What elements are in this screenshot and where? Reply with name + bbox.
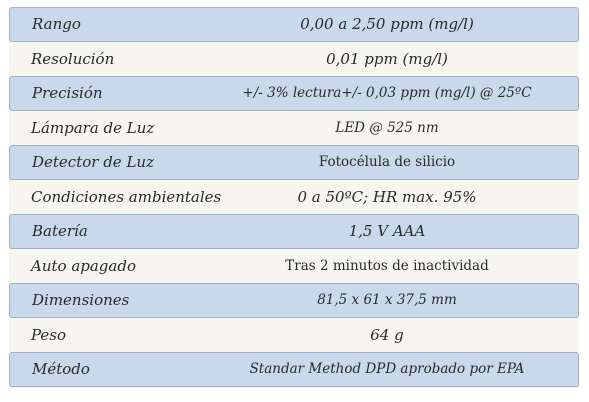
spec-row-detector: Detector de Luz Fotocélula de silicio <box>9 145 579 180</box>
spec-row-precision: Precisión +/- 3% lectura+/- 0,03 ppm (mg… <box>9 76 579 111</box>
spec-row-dimensiones: Dimensiones 81,5 x 61 x 37,5 mm <box>9 283 579 318</box>
spec-label: Condiciones ambientales <box>31 187 222 206</box>
spec-label: Método <box>32 360 90 379</box>
spec-label: Rango <box>32 15 81 34</box>
spec-value: Fotocélula de silicio <box>318 154 456 171</box>
spec-value: 0 a 50ºC; HR max. 95% <box>297 187 477 206</box>
spec-label: Peso <box>31 325 67 344</box>
spec-value: 1,5 V AAA <box>348 222 426 241</box>
spec-row-bateria: Batería 1,5 V AAA <box>9 214 579 249</box>
spec-label: Auto apagado <box>31 256 136 275</box>
spec-row-peso: Peso 64 g <box>9 317 579 352</box>
spec-label: Precisión <box>32 84 103 103</box>
spec-label: Lámpara de Luz <box>31 118 155 137</box>
spec-row-auto-apagado: Auto apagado Tras 2 minutos de inactivid… <box>9 248 579 283</box>
spec-value: 0,01 ppm (mg/l) <box>326 49 448 68</box>
spec-row-lampara: Lámpara de Luz LED @ 525 nm <box>9 110 579 145</box>
spec-row-condiciones: Condiciones ambientales 0 a 50ºC; HR max… <box>9 179 579 214</box>
spec-row-resolucion: Resolución 0,01 ppm (mg/l) <box>9 41 579 76</box>
specifications-table: Rango 0,00 a 2,50 ppm (mg/l) Resolución … <box>9 7 579 387</box>
spec-value: 81,5 x 61 x 37,5 mm <box>317 292 457 309</box>
spec-row-metodo: Método Standar Method DPD aprobado por E… <box>9 352 579 387</box>
spec-label: Resolución <box>31 49 115 68</box>
spec-row-rango: Rango 0,00 a 2,50 ppm (mg/l) <box>9 7 579 42</box>
spec-value: Tras 2 minutos de inactividad <box>285 257 489 274</box>
spec-label: Dimensiones <box>32 291 130 310</box>
spec-value: LED @ 525 nm <box>335 119 439 136</box>
spec-label: Detector de Luz <box>32 153 154 172</box>
spec-value: +/- 3% lectura+/- 0,03 ppm (mg/l) @ 25ºC <box>242 85 532 102</box>
spec-value: Standar Method DPD aprobado por EPA <box>249 361 525 378</box>
spec-value: 0,00 a 2,50 ppm (mg/l) <box>300 15 474 34</box>
spec-label: Batería <box>32 222 88 241</box>
spec-value: 64 g <box>370 325 404 344</box>
